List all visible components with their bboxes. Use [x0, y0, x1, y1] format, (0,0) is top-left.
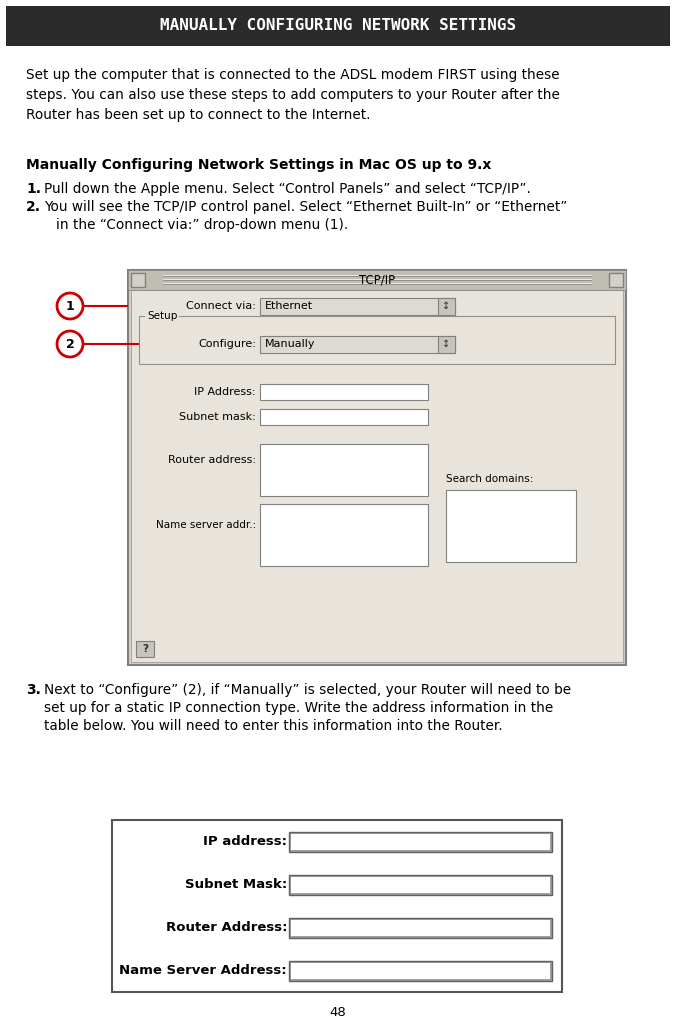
Text: 3.: 3.: [26, 683, 41, 697]
Bar: [438, 298, 455, 315]
Text: You will see the TCP/IP control panel. Select “Ethernet Built-In” or “Ethernet”: You will see the TCP/IP control panel. S…: [44, 200, 567, 214]
Bar: [260, 298, 455, 315]
Bar: [131, 273, 145, 287]
Bar: [609, 273, 623, 287]
Text: table below. You will need to enter this information into the Router.: table below. You will need to enter this…: [44, 719, 503, 733]
Bar: [260, 409, 428, 425]
Text: Setup: Setup: [147, 311, 177, 321]
Bar: [260, 504, 428, 566]
Text: 48: 48: [330, 1007, 346, 1020]
Text: ↕: ↕: [442, 301, 450, 311]
Text: 2.: 2.: [26, 200, 41, 214]
Text: Manually: Manually: [265, 339, 316, 349]
Bar: [131, 290, 623, 662]
Text: in the “Connect via:” drop-down menu (1).: in the “Connect via:” drop-down menu (1)…: [56, 218, 348, 232]
Bar: [289, 831, 552, 852]
Text: Connect via:: Connect via:: [186, 301, 256, 311]
Bar: [260, 444, 428, 496]
Text: IP Address:: IP Address:: [195, 387, 256, 397]
Text: Set up the computer that is connected to the ADSL modem FIRST using these
steps.: Set up the computer that is connected to…: [26, 68, 560, 122]
Bar: [260, 384, 428, 400]
Bar: [446, 490, 576, 562]
Bar: [438, 336, 455, 353]
Bar: [289, 960, 552, 981]
Bar: [139, 316, 615, 364]
Text: ↕: ↕: [442, 339, 450, 349]
Text: Router Address:: Router Address:: [166, 921, 287, 934]
Bar: [128, 270, 626, 290]
Bar: [260, 336, 455, 353]
Bar: [291, 919, 550, 936]
Bar: [128, 270, 626, 665]
Text: Subnet mask:: Subnet mask:: [179, 412, 256, 422]
Text: Name server addr.:: Name server addr.:: [155, 520, 256, 530]
Bar: [289, 874, 552, 895]
Bar: [136, 641, 154, 657]
Bar: [289, 917, 552, 938]
Text: Ethernet: Ethernet: [265, 301, 313, 311]
Text: MANUALLY CONFIGURING NETWORK SETTINGS: MANUALLY CONFIGURING NETWORK SETTINGS: [160, 18, 516, 34]
Text: Search domains:: Search domains:: [446, 474, 533, 484]
Circle shape: [57, 331, 83, 357]
Text: Name Server Address:: Name Server Address:: [120, 964, 287, 977]
Bar: [291, 833, 550, 850]
Circle shape: [57, 293, 83, 319]
Text: ?: ?: [142, 644, 148, 654]
Text: set up for a static IP connection type. Write the address information in the: set up for a static IP connection type. …: [44, 701, 553, 715]
Text: IP address:: IP address:: [203, 835, 287, 849]
Text: 1: 1: [66, 300, 74, 313]
Text: Manually Configuring Network Settings in Mac OS up to 9.x: Manually Configuring Network Settings in…: [26, 158, 491, 172]
Text: 1.: 1.: [26, 182, 41, 196]
Bar: [291, 962, 550, 979]
Bar: [112, 820, 562, 992]
Bar: [6, 6, 670, 46]
Text: Configure:: Configure:: [198, 339, 256, 349]
Text: TCP/IP: TCP/IP: [359, 274, 395, 286]
Bar: [291, 876, 550, 893]
Text: Subnet Mask:: Subnet Mask:: [185, 878, 287, 891]
Text: 2: 2: [66, 338, 74, 351]
Text: Router address:: Router address:: [168, 455, 256, 465]
Text: Pull down the Apple menu. Select “Control Panels” and select “TCP/IP”.: Pull down the Apple menu. Select “Contro…: [44, 182, 531, 196]
Text: Next to “Configure” (2), if “Manually” is selected, your Router will need to be: Next to “Configure” (2), if “Manually” i…: [44, 683, 571, 697]
